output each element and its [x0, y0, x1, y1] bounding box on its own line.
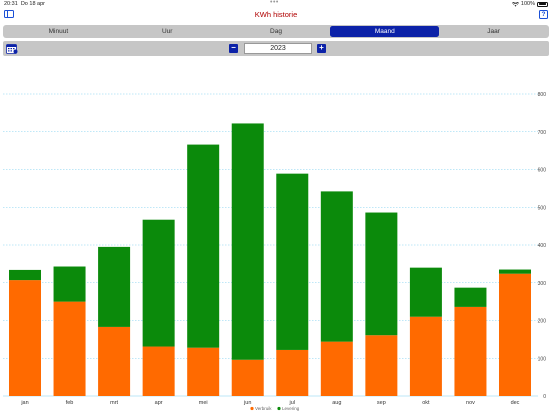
legend-marker	[277, 406, 281, 411]
y-tick-label: 700	[538, 130, 547, 136]
bar-verbruik[interactable]	[231, 359, 264, 396]
status-time: 20:31 Do 18 apr	[4, 1, 45, 7]
y-tick-label: 0	[543, 394, 546, 400]
status-time-text: 20:31	[4, 1, 18, 7]
bar-verbruik[interactable]	[499, 273, 531, 396]
year-toolbar: − 2023 +	[3, 41, 549, 56]
bar-verbruik[interactable]	[320, 341, 353, 396]
year-field[interactable]: 2023	[244, 43, 312, 54]
tab-dag[interactable]: Dag	[270, 28, 282, 35]
legend-label: Levering	[282, 406, 300, 411]
kwh-bar-chart: 0 100 200 300 400 500 600 700 800 jan feb mrt apr me…	[3, 92, 546, 411]
y-tick-label: 300	[538, 281, 547, 287]
bar-verbruik[interactable]	[276, 349, 309, 396]
x-tick-label: dec	[511, 400, 520, 406]
tab-jaar[interactable]: Jaar	[487, 28, 500, 35]
page-title: KWh historie	[254, 10, 298, 19]
bar-verbruik[interactable]	[142, 346, 175, 396]
x-tick-label: jan	[20, 400, 28, 406]
tab-minuut[interactable]: Minuut	[48, 28, 69, 35]
bar-verbruik[interactable]	[187, 347, 220, 396]
bar-levering[interactable]	[365, 212, 398, 336]
x-tick-label: feb	[66, 400, 74, 406]
x-tick-label: jul	[289, 400, 296, 406]
tab-maand[interactable]: Maand	[330, 26, 440, 37]
battery-icon	[537, 1, 548, 7]
x-tick-label: mrt	[110, 400, 118, 406]
x-tick-label: jun	[243, 400, 251, 406]
legend-marker	[250, 406, 254, 411]
x-tick-label: aug	[332, 400, 341, 406]
bar-levering[interactable]	[454, 287, 487, 307]
bar-verbruik[interactable]	[409, 316, 442, 396]
calendar-icon[interactable]	[6, 43, 18, 54]
status-bar: 20:31 Do 18 apr ••• 100%	[0, 0, 552, 9]
grid-layer: 0 100 200 300 400 500 600 700 800	[3, 92, 546, 400]
legend-label: Verbruik	[255, 406, 272, 411]
bar-verbruik[interactable]	[454, 306, 487, 396]
x-tick-label: okt	[422, 400, 430, 406]
help-button[interactable]: ?	[539, 10, 548, 19]
bar-levering[interactable]	[98, 246, 131, 327]
y-tick-label: 200	[538, 319, 547, 325]
bar-verbruik[interactable]	[53, 301, 86, 396]
status-right: 100%	[511, 1, 548, 7]
bar-verbruik[interactable]	[98, 326, 131, 396]
y-tick-label: 600	[538, 168, 547, 174]
previous-year-button[interactable]: −	[229, 44, 238, 53]
bar-levering[interactable]	[276, 173, 309, 350]
period-segmented-control: Minuut Uur Dag Maand Jaar	[3, 25, 549, 38]
kwh-chart: 0 100 200 300 400 500 600 700 800 jan feb mrt apr me…	[0, 60, 552, 414]
bar-levering[interactable]	[142, 219, 175, 347]
bar-verbruik[interactable]	[9, 280, 41, 396]
wifi-icon	[511, 1, 519, 7]
bar-levering[interactable]	[187, 144, 220, 348]
x-tick-label: mei	[199, 400, 208, 406]
bar-layer	[9, 123, 531, 396]
bar-levering[interactable]	[409, 267, 442, 317]
navigation-bar: KWh historie ?	[0, 7, 552, 21]
sidebar-toggle-icon[interactable]	[4, 10, 14, 18]
bar-levering[interactable]	[499, 269, 531, 274]
x-tick-label: nov	[466, 400, 475, 406]
bar-levering[interactable]	[53, 266, 86, 302]
battery-percentage: 100%	[520, 1, 535, 7]
y-tick-label: 500	[538, 205, 547, 211]
y-tick-label: 800	[538, 92, 547, 98]
status-date: Do 18 apr	[20, 1, 45, 7]
tab-uur[interactable]: Uur	[161, 28, 173, 35]
bar-verbruik[interactable]	[365, 335, 398, 396]
bar-levering[interactable]	[320, 191, 353, 342]
x-axis: jan feb mrt apr mei jun jul aug sep okt nov dec	[20, 400, 519, 406]
bar-levering[interactable]	[9, 269, 41, 281]
y-tick-label: 400	[538, 243, 547, 249]
y-tick-label: 100	[538, 356, 547, 362]
next-year-button[interactable]: +	[317, 44, 326, 53]
multitasking-dots-icon[interactable]: •••	[270, 0, 279, 6]
bar-levering[interactable]	[231, 123, 264, 360]
x-tick-label: sep	[377, 400, 386, 406]
x-tick-label: apr	[155, 400, 163, 406]
legend: Verbruik Levering	[250, 406, 300, 411]
